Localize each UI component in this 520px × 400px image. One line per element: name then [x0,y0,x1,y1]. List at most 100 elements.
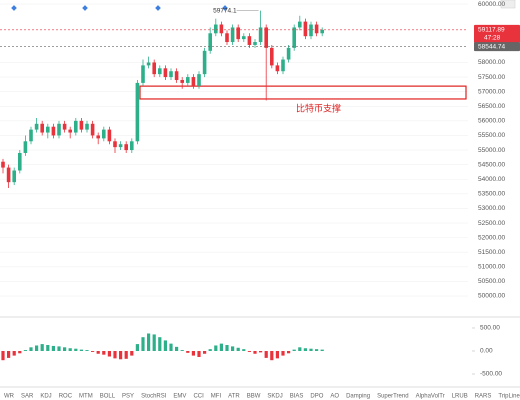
indicator-tab[interactable]: StochRSI [141,394,167,400]
macd-bar [51,345,55,351]
candle-body [253,42,257,45]
candle-body [242,36,246,40]
macd-bar [253,350,257,354]
macd-bar [259,350,263,353]
indicator-tab[interactable]: ROC [59,394,73,400]
candle-body [320,29,324,34]
y-tick-label: 56500.00 [478,103,505,110]
macd-bar [203,350,207,354]
indicator-tab[interactable]: AlphaVolTr [416,394,445,400]
candle-body [79,120,84,130]
candle-body [124,144,128,151]
candle-body [118,144,123,148]
indicator-tab[interactable]: SAR [21,394,34,400]
indicator-tab[interactable]: EMV [173,394,186,400]
candle-body [180,79,184,83]
indicator-tab[interactable]: Damping [346,394,370,400]
candle-body [264,27,268,48]
macd-bar [191,350,195,356]
macd-bar [231,346,235,351]
indicator-tab[interactable]: PSY [122,394,134,400]
indicator-tab[interactable]: CCI [193,394,204,400]
macd-bar [175,346,179,351]
y-tick-label: 52000.00 [478,234,505,241]
macd-bar [119,350,123,360]
y-tick-label: 53500.00 [478,191,505,198]
macd-bar [292,349,296,351]
candle-body [51,126,56,136]
macd-bar [1,350,5,361]
y-tick-label: 50500.00 [478,278,505,285]
indicator-tab[interactable]: TripLine [498,394,520,400]
macd-bar [303,348,307,351]
macd-bar [197,350,201,357]
indicator-tab[interactable]: DPO [310,394,323,400]
macd-bar [169,343,173,351]
indicator-tab[interactable]: SKDJ [267,394,282,400]
y-tick-label: 57500.00 [478,74,505,81]
indicator-tab[interactable]: LRUB [452,394,468,400]
candle-body [23,141,28,153]
y-tick-label: 53000.00 [478,205,505,212]
indicator-tab[interactable]: BBW [247,394,261,400]
indicator-tab[interactable]: MTM [79,394,93,400]
y-tick-label: 0.00 [480,348,493,355]
macd-bar [236,347,240,351]
candle-body [298,21,302,28]
candle-body [146,62,151,66]
macd-bar [74,348,78,351]
macd-bar [264,350,268,358]
macd-bar [57,346,61,351]
candle-body [158,68,162,75]
macd-bar [315,349,319,351]
indicator-tab[interactable]: BOLL [100,394,116,400]
candle-body [219,24,224,34]
macd-bar [287,350,291,354]
macd-bar [158,337,162,351]
last-price-label: 59117.89 [478,27,505,34]
candle-body [258,27,263,43]
macd-bar [219,343,223,351]
y-tick-label: 56000.00 [478,118,505,125]
macd-bar [309,348,313,351]
candle-body [74,120,78,133]
candle-body [107,129,112,142]
support-zone [139,85,467,100]
candle-body [169,71,173,78]
indicator-tab[interactable]: BIAS [290,394,304,400]
indicator-tab[interactable]: SuperTrend [377,394,408,400]
indicator-tab[interactable]: ATR [228,394,240,400]
macd-bar [208,349,212,351]
indicator-tab[interactable]: WR [4,394,15,400]
indicator-tab[interactable]: MFI [211,394,222,400]
candle-body [197,74,201,86]
candle-body [214,24,218,34]
candle-body [270,47,274,66]
candle-body [130,141,134,151]
candle-body [34,123,39,130]
candle-body [62,123,67,130]
indicator-tab[interactable]: KDJ [40,394,51,400]
macd-bar [281,350,285,356]
settings-icon[interactable] [500,0,516,9]
macd-bar [79,349,83,351]
macd-bar [96,350,100,354]
macd-bar [18,350,22,354]
y-tick-label: 54000.00 [478,176,505,183]
indicator-tab[interactable]: AO [330,394,339,400]
candle-body [6,167,11,183]
macd-bar [23,350,27,351]
macd-bar [152,334,156,351]
candle-body [247,36,252,45]
macd-bar [242,349,246,351]
candle-body [281,59,285,72]
macd-bar [214,345,218,351]
y-tick-label: 55000.00 [478,147,505,154]
ref-price-tag [474,42,520,52]
indicator-tab[interactable]: RARS [475,394,492,400]
candle-body [186,77,190,83]
macd-bar [102,350,106,355]
candle-body [163,68,168,78]
candle-body [46,126,50,133]
candle-body [12,170,16,183]
